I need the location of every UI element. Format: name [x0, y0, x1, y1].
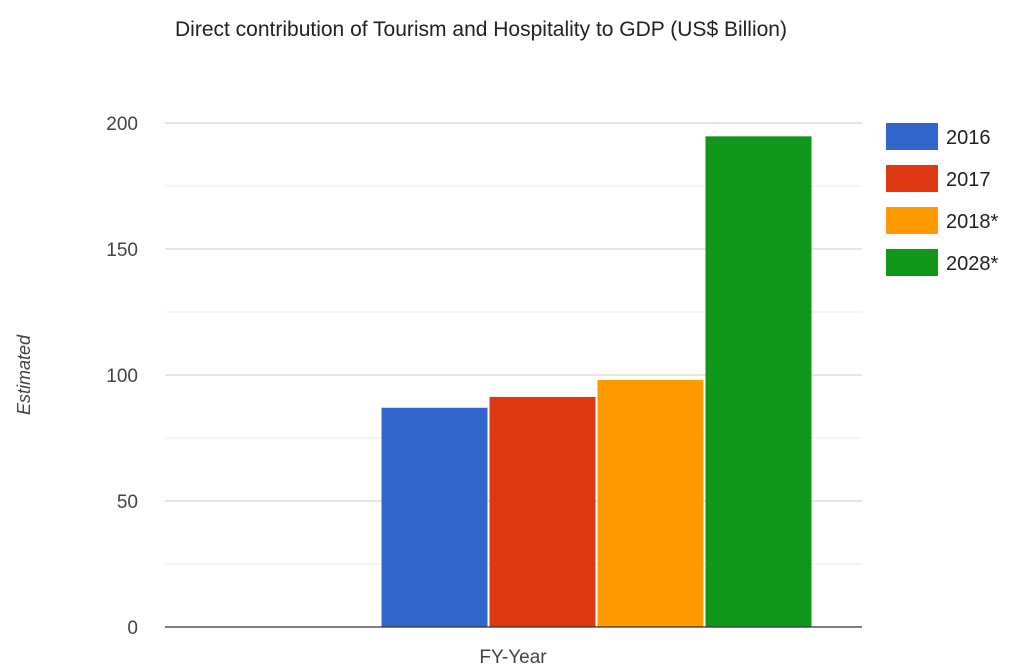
- y-tick-label: 50: [117, 492, 138, 513]
- x-axis-label: FY-Year: [479, 647, 547, 668]
- y-tick-label: 150: [106, 240, 138, 261]
- legend-label: 2028*: [946, 253, 998, 275]
- legend: 2016 2017 2018* 2028*: [886, 123, 998, 276]
- legend-swatch: [886, 165, 938, 192]
- y-tick-label: 0: [127, 618, 138, 639]
- y-tick-label: 200: [106, 114, 138, 135]
- bar-2017: [489, 396, 596, 627]
- bars: [381, 136, 812, 627]
- bar-2028: [705, 136, 812, 627]
- legend-swatch: [886, 207, 938, 234]
- legend-label: 2018*: [946, 211, 998, 233]
- legend-label: 2016: [946, 127, 991, 149]
- legend-label: 2017: [946, 169, 991, 191]
- y-tick-label: 100: [106, 366, 138, 387]
- y-axis-label: Estimated: [14, 334, 34, 415]
- legend-swatch: [886, 123, 938, 150]
- bar-2016: [381, 407, 488, 627]
- chart-title: Direct contribution of Tourism and Hospi…: [175, 18, 787, 41]
- bar-2018: [597, 380, 704, 627]
- y-axis-ticks: 0 50 100 150 200: [106, 114, 138, 639]
- legend-swatch: [886, 249, 938, 276]
